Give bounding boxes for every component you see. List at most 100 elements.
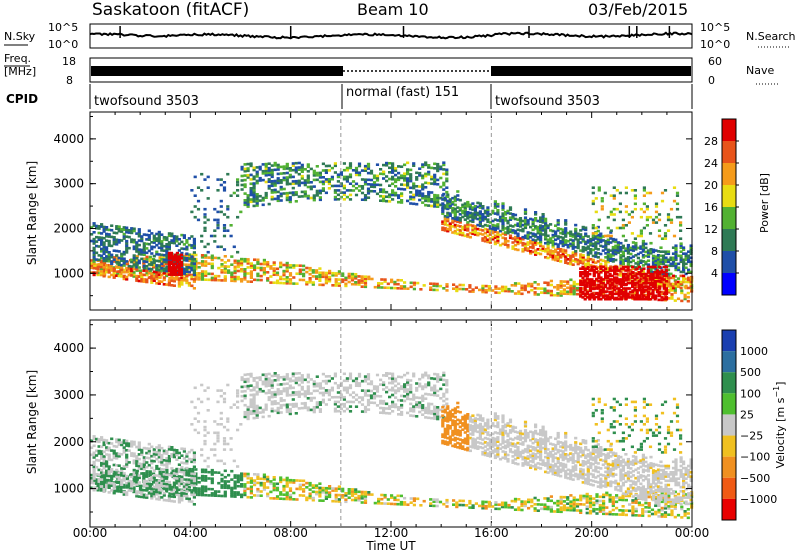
echo-cell	[540, 507, 544, 511]
echo-cell	[292, 276, 296, 279]
echo-cell	[92, 463, 96, 466]
echo-cell	[142, 273, 146, 277]
echo-cell	[285, 178, 289, 181]
echo-cell	[633, 288, 637, 292]
echo-cell	[574, 227, 578, 231]
echo-cell	[216, 224, 220, 227]
echo-cell	[336, 180, 340, 183]
echo-cell	[220, 263, 224, 266]
echo-cell	[327, 187, 331, 190]
echo-cell	[684, 266, 688, 270]
echo-cell	[501, 222, 505, 225]
echo-cell	[130, 260, 134, 264]
echo-cell	[594, 255, 598, 258]
echo-cell	[600, 205, 604, 208]
echo-cell	[592, 297, 596, 301]
echo-cell	[331, 284, 335, 287]
echo-cell	[216, 210, 220, 214]
echo-cell	[252, 177, 256, 181]
echo-cell	[443, 215, 447, 218]
echo-cell	[145, 271, 149, 275]
echo-cell	[436, 205, 440, 208]
echo-cell	[217, 274, 221, 278]
echo-cell	[182, 267, 186, 271]
echo-cell	[606, 248, 610, 252]
echo-cell	[347, 280, 351, 284]
echo-cell	[354, 490, 358, 493]
echo-cell	[279, 497, 283, 500]
echo-cell	[226, 229, 230, 232]
echo-cell	[269, 490, 273, 494]
echo-cell	[386, 498, 390, 501]
echo-cell	[539, 216, 543, 219]
echo-cell	[339, 195, 343, 199]
echo-cell	[602, 504, 606, 507]
echo-cell	[165, 245, 169, 248]
echo-cell	[424, 186, 428, 189]
echo-cell	[633, 296, 637, 299]
echo-cell	[631, 499, 635, 502]
echo-cell	[646, 259, 651, 262]
echo-cell	[354, 492, 358, 496]
echo-cell	[441, 210, 445, 213]
echo-cell	[107, 275, 111, 279]
echo-cell	[197, 276, 201, 279]
echo-cell	[409, 177, 413, 181]
echo-cell	[217, 256, 221, 260]
echo-cell	[501, 228, 505, 232]
echo-cell	[664, 256, 668, 260]
echo-cell	[232, 245, 236, 249]
echo-cell	[233, 277, 237, 281]
echo-cell	[339, 173, 343, 176]
echo-cell	[396, 502, 400, 506]
echo-cell	[541, 229, 545, 232]
echo-cell	[403, 174, 407, 178]
echo-cell	[412, 162, 416, 165]
echo-cell	[122, 250, 126, 254]
echo-cell	[496, 223, 500, 226]
echo-cell	[406, 183, 410, 187]
echo-cell	[531, 250, 535, 254]
echo-cell	[117, 443, 121, 446]
echo-cell	[100, 238, 104, 242]
echo-cell	[427, 164, 431, 167]
echo-cell	[137, 239, 141, 242]
echo-cell	[553, 285, 557, 289]
echo-cell	[599, 288, 603, 292]
echo-cell	[651, 285, 655, 288]
echo-cell	[609, 259, 613, 262]
echo-cell	[97, 236, 101, 239]
echo-cell	[110, 449, 114, 452]
echo-cell	[155, 275, 159, 278]
echo-cell	[559, 260, 563, 263]
echo-cell	[246, 262, 250, 265]
echo-cell	[363, 493, 368, 496]
echo-cell	[102, 245, 106, 249]
echo-cell	[468, 286, 472, 289]
echo-cell	[213, 276, 218, 280]
echo-cell	[190, 262, 194, 265]
echo-cell	[575, 498, 580, 502]
echo-cell	[594, 287, 599, 290]
echo-cell	[608, 493, 612, 497]
echo-cell	[672, 199, 677, 203]
echo-cell	[561, 252, 565, 256]
echo-cell	[179, 260, 183, 264]
echo-cell	[279, 199, 283, 202]
echo-cell	[203, 207, 207, 211]
echo-cell	[615, 280, 619, 283]
echo-cell	[619, 281, 623, 285]
echo-cell	[219, 210, 223, 214]
echo-cell	[308, 484, 312, 487]
echo-cell	[363, 277, 368, 280]
echo-cell	[339, 171, 343, 174]
echo-cell	[594, 241, 598, 244]
echo-cell	[461, 227, 465, 231]
echo-cell	[619, 278, 623, 281]
echo-cell	[624, 276, 628, 279]
echo-cell	[574, 223, 578, 227]
echo-cell	[634, 243, 638, 247]
echo-cell	[673, 287, 677, 290]
echo-cell	[481, 237, 485, 240]
echo-cell	[150, 247, 154, 251]
